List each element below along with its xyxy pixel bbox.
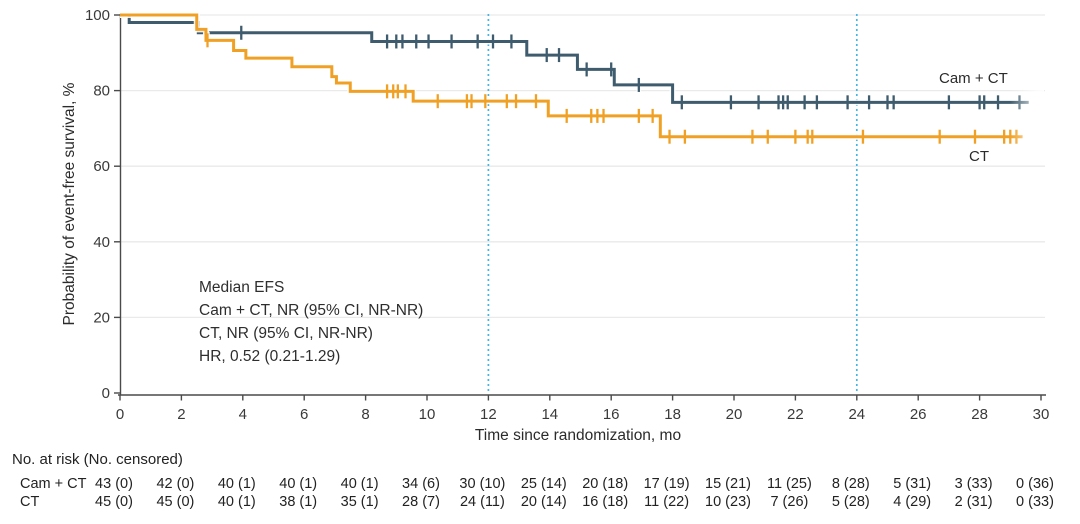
- risk-cell: 11 (22): [644, 494, 689, 510]
- risk-cell: 10 (23): [705, 494, 751, 510]
- survival-curves: [120, 12, 1029, 146]
- annotation-line-hr: HR, 0.52 (0.21-1.29): [199, 348, 340, 365]
- x-tick-label: 6: [300, 406, 308, 423]
- risk-cell: 15 (21): [705, 476, 751, 492]
- risk-cell: 40 (1): [341, 476, 379, 492]
- risk-cell: 20 (14): [521, 494, 567, 510]
- risk-cell: 34 (6): [402, 476, 440, 492]
- survival-curve-ct: [120, 13, 1023, 139]
- annotation-line-ct: CT, NR (95% CI, NR-NR): [199, 325, 373, 342]
- x-tick-label: 4: [239, 406, 247, 423]
- median-efs-annotation: Median EFS Cam + CT, NR (95% CI, NR-NR) …: [199, 279, 423, 365]
- x-tick-label: 22: [787, 406, 804, 423]
- risk-cell: 45 (0): [95, 494, 133, 510]
- risk-cell: 42 (0): [156, 476, 194, 492]
- risk-cell: 8 (28): [832, 476, 870, 492]
- risk-cell: 25 (14): [521, 476, 567, 492]
- risk-cell: 28 (7): [402, 494, 440, 510]
- risk-cell: 0 (36): [1016, 476, 1054, 492]
- x-tick-label: 20: [726, 406, 743, 423]
- risk-cell: 20 (18): [582, 476, 628, 492]
- risk-cell: 7 (26): [770, 494, 808, 510]
- x-tick-label: 30: [1033, 406, 1050, 423]
- x-tick-label: 10: [419, 406, 436, 423]
- x-tick-label: 0: [116, 406, 124, 423]
- x-tick-label: 12: [480, 406, 497, 423]
- risk-cell: 40 (1): [218, 494, 256, 510]
- risk-cell: 45 (0): [156, 494, 194, 510]
- risk-cell: 4 (29): [893, 494, 931, 510]
- x-tick-label: 14: [541, 406, 558, 423]
- x-tick-label: 28: [971, 406, 988, 423]
- gridlines: [120, 14, 1045, 319]
- risk-cell: 5 (31): [893, 476, 931, 492]
- x-tick-label: 24: [848, 406, 865, 423]
- risk-cell: 40 (1): [218, 476, 256, 492]
- risk-cell: 24 (11): [460, 494, 505, 510]
- x-tick-label: 26: [910, 406, 927, 423]
- risk-table-values: 43 (0) 42 (0) 40 (1) 40 (1) 40 (1) 34 (6) 30 (…: [95, 476, 1054, 510]
- risk-cell: 40 (1): [279, 476, 317, 492]
- risk-cell: 5 (28): [832, 494, 870, 510]
- risk-cell: 17 (19): [644, 476, 690, 492]
- survival-curve-cam-ct: [120, 13, 1029, 104]
- annotation-line-cam-ct: Cam + CT, NR (95% CI, NR-NR): [199, 302, 423, 319]
- x-tick-label: 2: [177, 406, 185, 423]
- y-tick-label: 40: [93, 234, 110, 251]
- y-axis-title: Probability of event-free survival, %: [61, 82, 78, 325]
- x-tick-label: 18: [664, 406, 681, 423]
- y-tick-label: 0: [102, 385, 110, 402]
- risk-row-label-ct: CT: [20, 494, 39, 510]
- reference-lines: [487, 14, 858, 394]
- risk-cell: 30 (10): [459, 476, 505, 492]
- line-end-fade: [1010, 90, 1044, 152]
- risk-table-title: No. at risk (No. censored): [12, 451, 183, 468]
- legend-ct-label: CT: [969, 148, 989, 165]
- risk-cell: 3 (33): [955, 476, 993, 492]
- risk-cell: 38 (1): [279, 494, 317, 510]
- x-tick-label: 16: [603, 406, 620, 423]
- x-axis-title: Time since randomization, mo: [475, 427, 681, 444]
- annotation-line-median-efs: Median EFS: [199, 279, 284, 296]
- risk-row-label-cam-ct: Cam + CT: [20, 476, 87, 492]
- risk-cell: 43 (0): [95, 476, 133, 492]
- risk-table: No. at risk (No. censored) Cam + CT CT 4…: [12, 451, 1054, 510]
- risk-cell: 11 (25): [767, 476, 812, 492]
- legend-cam-ct-label: Cam + CT: [939, 70, 1008, 87]
- y-tick-label: 60: [93, 158, 110, 175]
- risk-cell: 0 (33): [1016, 494, 1054, 510]
- y-tick-label: 80: [93, 83, 110, 100]
- risk-cell: 2 (31): [955, 494, 993, 510]
- x-tick-label: 8: [361, 406, 369, 423]
- risk-cell: 16 (18): [582, 494, 628, 510]
- y-tick-label: 100: [85, 7, 110, 24]
- y-tick-label: 20: [93, 309, 110, 326]
- risk-cell: 35 (1): [341, 494, 379, 510]
